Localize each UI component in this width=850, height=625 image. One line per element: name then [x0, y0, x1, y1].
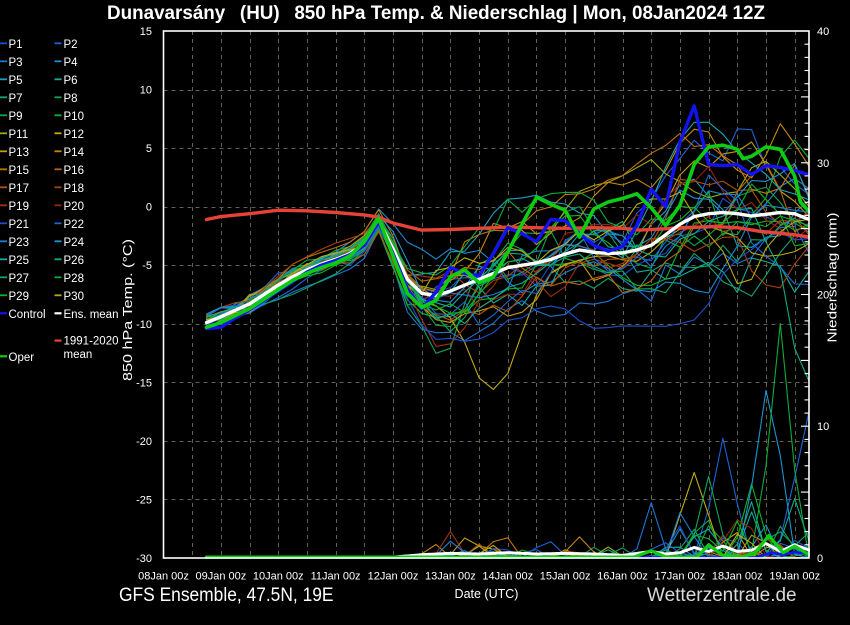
svg-text:P23: P23	[9, 237, 29, 249]
svg-text:Niederschlag (mm): Niederschlag (mm)	[826, 213, 840, 343]
svg-text:P17: P17	[9, 183, 29, 195]
svg-text:P9: P9	[9, 111, 23, 123]
svg-text:-10: -10	[136, 319, 152, 331]
svg-text:14Jan 00z: 14Jan 00z	[482, 571, 533, 583]
svg-text:11Jan 00z: 11Jan 00z	[311, 571, 361, 583]
svg-text:mean: mean	[64, 349, 93, 361]
svg-text:-20: -20	[136, 436, 152, 448]
svg-text:P30: P30	[64, 291, 84, 303]
svg-text:Control: Control	[9, 309, 46, 321]
svg-text:30: 30	[817, 158, 829, 170]
svg-text:P15: P15	[9, 165, 29, 177]
svg-text:-30: -30	[136, 553, 152, 565]
svg-text:P12: P12	[64, 129, 84, 141]
svg-text:40: 40	[817, 26, 829, 38]
svg-text:850 hPa Temp. (°C): 850 hPa Temp. (°C)	[121, 239, 135, 381]
svg-text:0: 0	[146, 202, 152, 214]
svg-text:13Jan 00z: 13Jan 00z	[425, 571, 476, 583]
svg-text:P18: P18	[64, 183, 84, 195]
svg-text:P6: P6	[64, 75, 78, 87]
svg-text:1991-2020: 1991-2020	[64, 336, 119, 348]
svg-text:P5: P5	[9, 75, 23, 87]
svg-text:P26: P26	[64, 255, 84, 267]
svg-text:0: 0	[817, 553, 823, 565]
svg-text:P16: P16	[64, 165, 84, 177]
svg-text:Dunavarsány (HU) 850 hPa Tem: Dunavarsány (HU) 850 hPa Temp. & Nieders…	[107, 2, 765, 24]
svg-text:P2: P2	[64, 39, 78, 51]
svg-text:P24: P24	[64, 237, 85, 249]
svg-text:P19: P19	[9, 201, 29, 213]
svg-text:P25: P25	[9, 255, 29, 267]
svg-text:09Jan 00z: 09Jan 00z	[196, 571, 247, 583]
svg-text:10: 10	[817, 421, 829, 433]
svg-text:15Jan 00z: 15Jan 00z	[540, 571, 591, 583]
svg-text:Oper: Oper	[9, 352, 35, 364]
svg-text:P8: P8	[64, 93, 78, 105]
svg-text:Date (UTC): Date (UTC)	[455, 587, 519, 601]
svg-text:P28: P28	[64, 273, 84, 285]
svg-text:15: 15	[140, 26, 152, 38]
svg-text:19Jan 00z: 19Jan 00z	[769, 571, 820, 583]
svg-text:P27: P27	[9, 273, 29, 285]
svg-text:10Jan 00z: 10Jan 00z	[253, 571, 304, 583]
svg-text:20: 20	[817, 290, 829, 302]
svg-text:P7: P7	[9, 93, 23, 105]
svg-text:P29: P29	[9, 291, 29, 303]
svg-text:P20: P20	[64, 201, 84, 213]
svg-text:GFS Ensemble, 47.5N, 19E: GFS Ensemble, 47.5N, 19E	[119, 585, 334, 606]
svg-text:18Jan 00z: 18Jan 00z	[712, 571, 763, 583]
svg-text:12Jan 00z: 12Jan 00z	[368, 571, 419, 583]
svg-text:Ens. mean: Ens. mean	[64, 309, 119, 321]
svg-text:08Jan 00z: 08Jan 00z	[138, 571, 189, 583]
svg-text:P14: P14	[64, 147, 85, 159]
svg-text:17Jan 00z: 17Jan 00z	[655, 571, 706, 583]
svg-text:10: 10	[140, 85, 152, 97]
svg-text:Wetterzentrale.de: Wetterzentrale.de	[647, 585, 797, 606]
svg-text:P10: P10	[64, 111, 84, 123]
svg-text:P22: P22	[64, 219, 84, 231]
svg-text:-5: -5	[142, 260, 152, 272]
svg-text:-25: -25	[136, 494, 152, 506]
svg-text:P13: P13	[9, 147, 29, 159]
svg-text:P11: P11	[9, 129, 29, 141]
svg-text:P3: P3	[9, 57, 23, 69]
svg-text:P1: P1	[9, 39, 23, 51]
svg-text:P4: P4	[64, 57, 79, 69]
svg-text:-15: -15	[136, 377, 152, 389]
svg-text:5: 5	[146, 143, 152, 155]
svg-text:16Jan 00z: 16Jan 00z	[597, 571, 648, 583]
svg-text:P21: P21	[9, 219, 29, 231]
